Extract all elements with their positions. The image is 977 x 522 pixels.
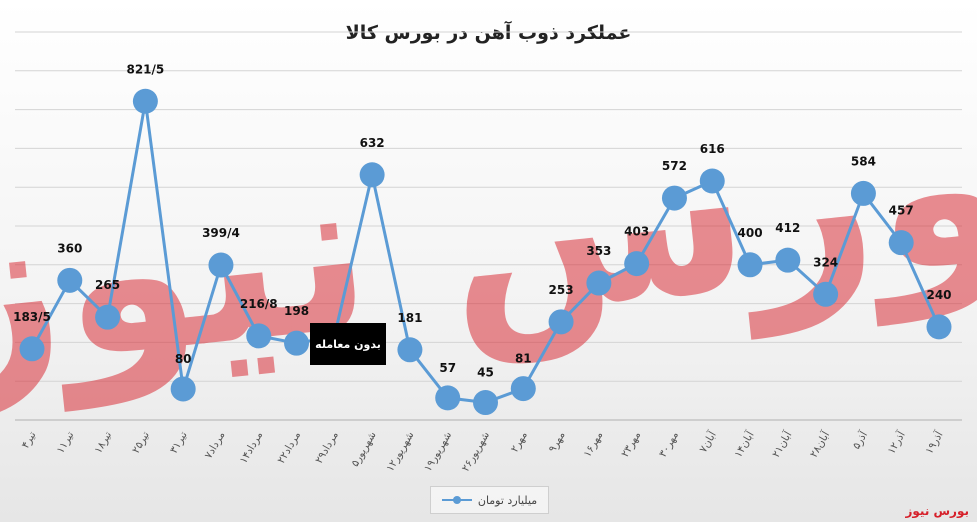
data-label: 399/4 (202, 226, 240, 240)
x-tick-label: ۱۸تیر (92, 429, 114, 455)
no-trade-annotation: بدون معامله (310, 323, 386, 365)
data-point (95, 304, 121, 330)
data-point (737, 252, 763, 278)
data-label: 572 (662, 159, 687, 173)
data-label: 821/5 (126, 62, 164, 76)
chart-title: عملکرد ذوب آهن در بورس کالا (345, 22, 632, 44)
x-tick-label: ۳۱تیر (168, 429, 190, 455)
x-tick-label: ۵شهریور (349, 430, 379, 469)
x-tick-label: ۹مهر (546, 430, 567, 455)
x-tick-label: ۲مهر (509, 430, 530, 455)
x-tick-label: ۱۴آبان (731, 428, 757, 460)
x-tick-label: ۲۳مهر (619, 430, 643, 460)
legend-label: میلیارد تومان (477, 493, 538, 507)
data-label: 616 (700, 142, 725, 156)
data-label: 81 (515, 352, 532, 366)
data-point (473, 390, 498, 416)
x-tick-label: ۵آذر (850, 428, 871, 451)
data-point (850, 180, 876, 206)
grid-lines (15, 31, 962, 421)
data-point (435, 385, 461, 411)
data-label: 457 (889, 204, 914, 218)
x-tick-label: ۱۲آذر (885, 428, 909, 456)
data-label: 412 (775, 221, 800, 235)
data-label: 80 (175, 352, 192, 366)
x-tick-label: ۱۹آذر (922, 428, 946, 456)
data-point (586, 270, 612, 296)
data-point (926, 314, 952, 340)
x-tick-label: ۱۶مهر (581, 430, 605, 460)
data-point (19, 336, 45, 362)
x-tick-label: ۲۲مرداد (275, 430, 303, 466)
source-logo: بورس نیوز (905, 504, 969, 518)
legend: میلیارد تومان (430, 486, 549, 514)
data-label: 403 (624, 225, 649, 239)
data-label: 183/5 (13, 310, 51, 324)
data-point (661, 185, 687, 211)
data-label: 632 (360, 136, 385, 150)
x-tick-label: ۴تیر (19, 429, 38, 450)
data-point (208, 252, 234, 278)
x-tick-label: ۱۲شهریور (384, 430, 416, 474)
data-label: 181 (397, 311, 422, 325)
data-point (888, 230, 914, 256)
data-point (246, 323, 272, 349)
x-tick-label: ۲۱آبان (769, 428, 795, 460)
x-tick-label: ۱۴مرداد (237, 430, 265, 466)
data-label: 360 (57, 241, 82, 255)
data-label: 45 (477, 366, 494, 380)
legend-marker (441, 495, 472, 505)
data-point (510, 376, 536, 402)
x-tick-label: ۱۱تیر (54, 429, 76, 455)
x-tick-label: ۲۵تیر (130, 429, 152, 455)
x-tick-label: ۳۰مهر (657, 430, 681, 460)
x-tick-label: ۷آبان (696, 428, 719, 455)
x-tick-label: ۷مرداد (203, 430, 228, 461)
x-tick-label: ۲۶شهریور (460, 430, 492, 474)
data-point (397, 337, 423, 363)
data-label: 400 (738, 226, 763, 240)
data-point (359, 162, 385, 188)
data-point (699, 168, 725, 194)
x-tick-label: ۱۹شهریور (422, 430, 454, 474)
data-label: 584 (851, 154, 876, 168)
data-label: 198 (284, 304, 309, 318)
data-point (170, 376, 196, 402)
data-label: 253 (549, 283, 574, 297)
data-point (132, 88, 158, 114)
x-axis-ticks: ۴تیر ۱۱تیر ۱۸تیر ۲۵تیر ۳۱تیر ۷مرداد ۱۴مرداد ۲۲م… (19, 428, 946, 474)
data-point (548, 309, 574, 335)
data-label: 240 (926, 288, 951, 302)
data-point (813, 281, 839, 307)
data-point (624, 251, 650, 277)
data-point (775, 247, 801, 273)
data-label: 265 (95, 278, 120, 292)
data-label: 324 (813, 255, 838, 269)
data-label: 216/8 (240, 297, 278, 311)
x-tick-label: ۲۹مرداد (313, 430, 341, 466)
data-point (284, 330, 310, 356)
series-line-group: 183/5 360 265 821/5 80 399/4 216/8 198 632 181 57 4… (13, 62, 952, 416)
data-point (57, 267, 83, 293)
data-label: 353 (586, 244, 611, 258)
data-label: 57 (439, 361, 456, 375)
x-tick-label: ۲۸آبان (807, 428, 833, 460)
